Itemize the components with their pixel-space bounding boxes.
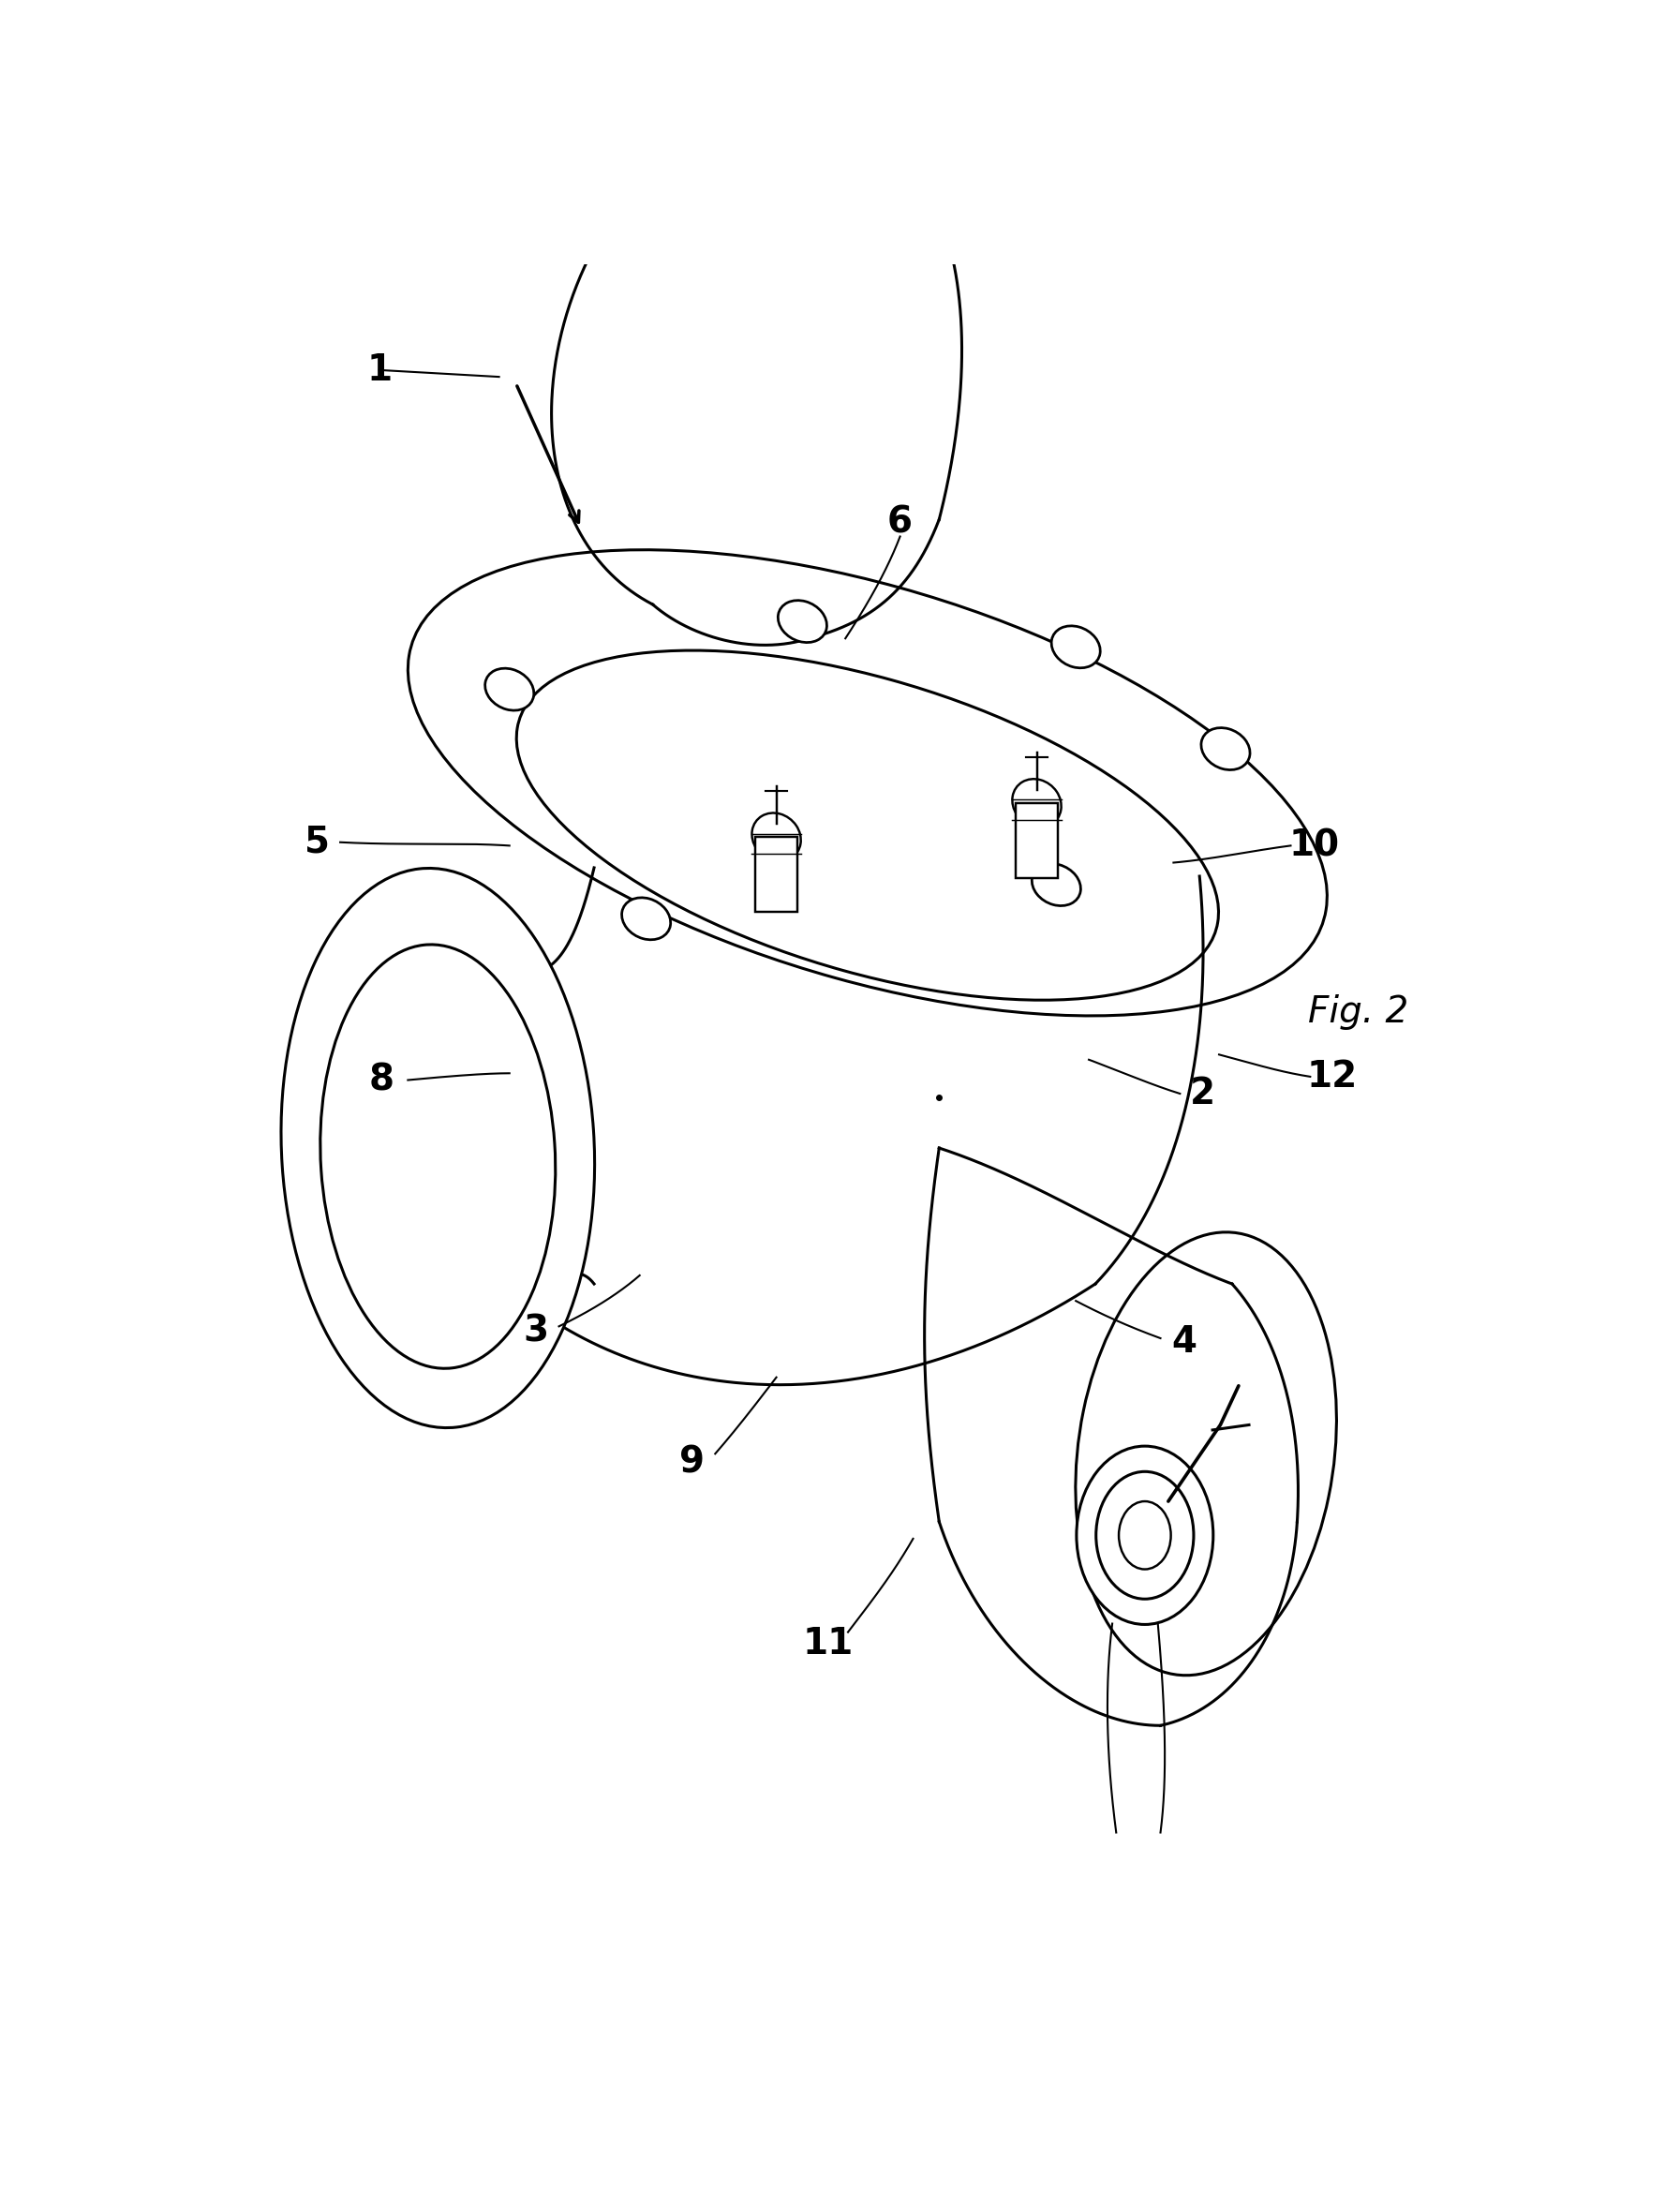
Text: 11: 11 xyxy=(803,1626,853,1661)
Text: 4: 4 xyxy=(1171,1324,1196,1359)
Text: 1: 1 xyxy=(366,353,391,388)
Ellipse shape xyxy=(1052,627,1100,668)
Text: 8: 8 xyxy=(370,1063,395,1099)
Ellipse shape xyxy=(1119,1502,1171,1568)
Text: 9: 9 xyxy=(679,1445,704,1480)
Text: Fig. 2: Fig. 2 xyxy=(1309,995,1408,1030)
Ellipse shape xyxy=(1075,1233,1337,1674)
Ellipse shape xyxy=(622,898,670,940)
FancyBboxPatch shape xyxy=(1016,803,1058,878)
Ellipse shape xyxy=(1095,1471,1194,1599)
Text: 2: 2 xyxy=(1189,1077,1215,1112)
Text: 6: 6 xyxy=(887,505,912,540)
Ellipse shape xyxy=(778,600,827,642)
Ellipse shape xyxy=(1201,728,1250,770)
Text: 10: 10 xyxy=(1289,827,1339,863)
Ellipse shape xyxy=(753,814,801,860)
FancyBboxPatch shape xyxy=(756,836,798,911)
Ellipse shape xyxy=(281,869,595,1427)
Text: 12: 12 xyxy=(1307,1059,1357,1094)
Ellipse shape xyxy=(516,651,1218,999)
Ellipse shape xyxy=(408,549,1327,1015)
Text: 3: 3 xyxy=(522,1313,548,1350)
Ellipse shape xyxy=(321,944,556,1368)
Ellipse shape xyxy=(1077,1447,1213,1624)
Text: 5: 5 xyxy=(304,825,329,860)
Ellipse shape xyxy=(1013,779,1062,827)
Ellipse shape xyxy=(1032,865,1080,907)
Ellipse shape xyxy=(486,668,534,710)
